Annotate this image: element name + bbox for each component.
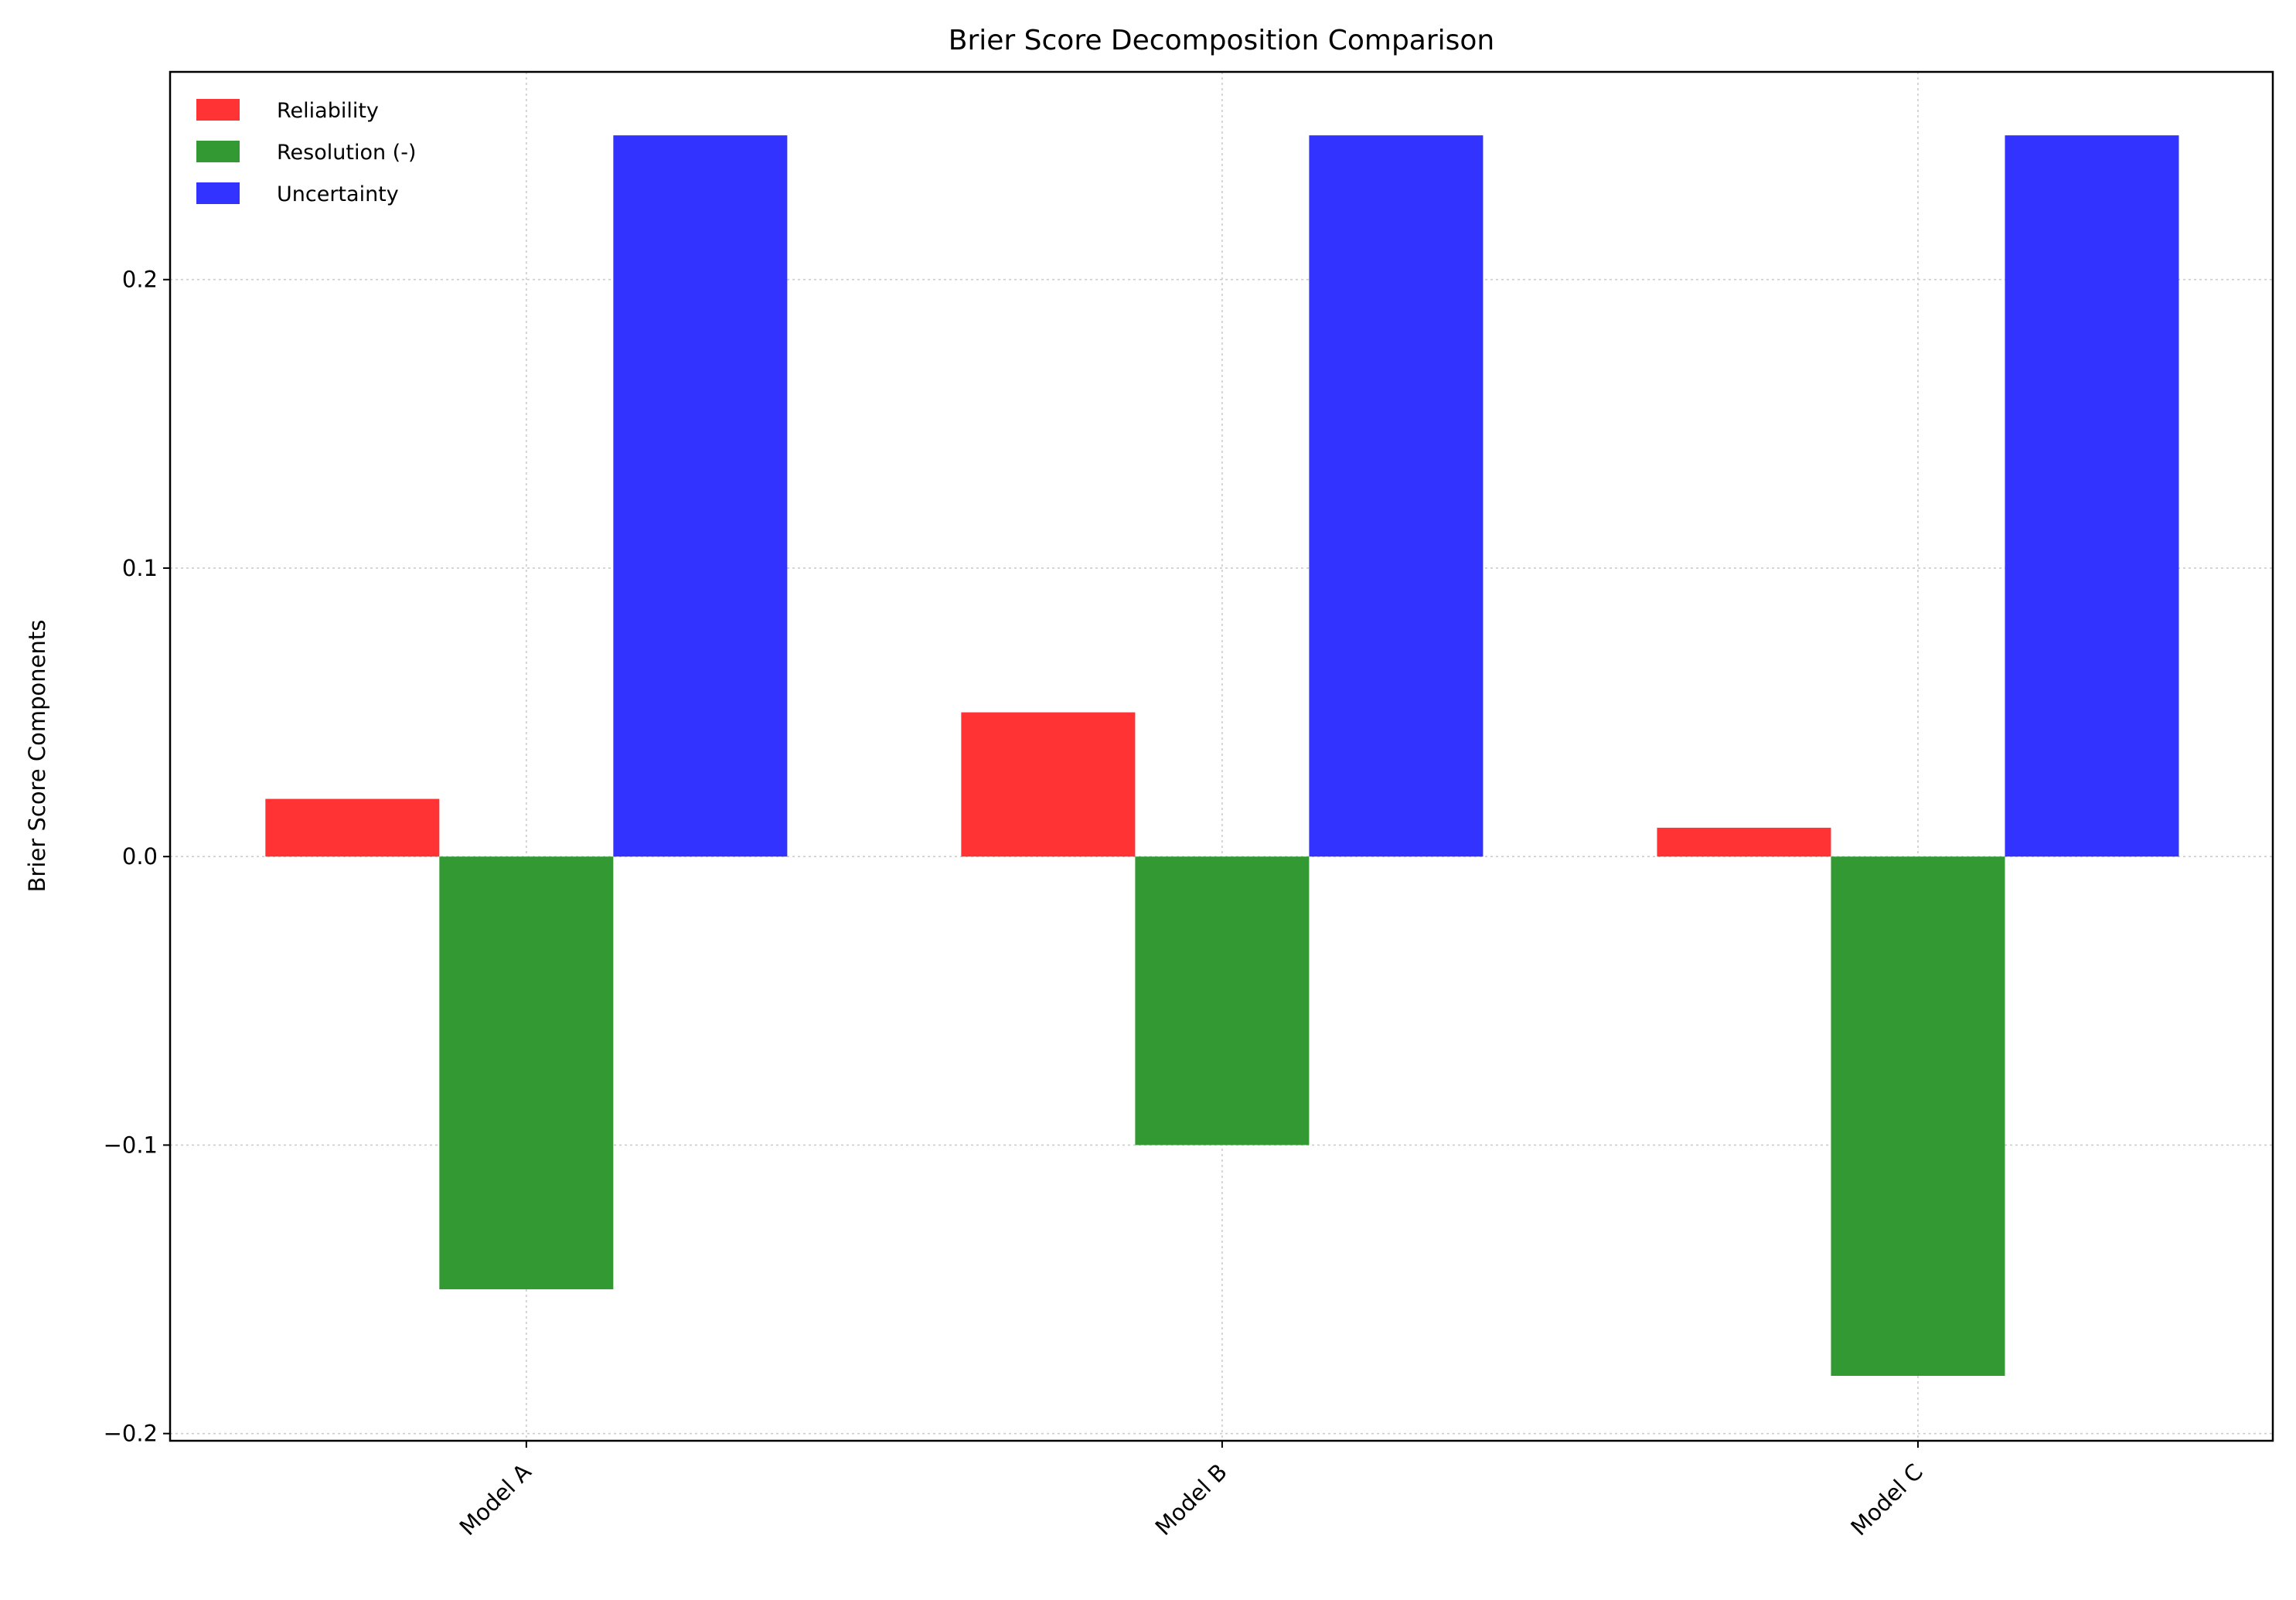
legend-label: Uncertainty xyxy=(277,182,399,206)
bar-uncertainty-model-a xyxy=(613,135,788,857)
bar-resolution-model-c xyxy=(1831,856,2005,1377)
legend: Reliability Resolution (-) Uncertainty xyxy=(196,99,416,206)
y-tick-label: −0.1 xyxy=(104,1132,158,1158)
y-tick-label: −0.2 xyxy=(104,1421,158,1447)
bar-resolution-model-a xyxy=(439,856,614,1290)
y-tick-label: 0.2 xyxy=(122,267,158,293)
bar-reliability-model-a xyxy=(265,798,440,857)
y-tick-label: 0.0 xyxy=(122,843,158,870)
chart-title: Brier Score Decomposition Comparison xyxy=(949,25,1495,56)
bar-uncertainty-model-b xyxy=(1309,135,1484,857)
bar-uncertainty-model-c xyxy=(2005,135,2179,857)
legend-swatch xyxy=(196,182,240,204)
y-axis-label: Brier Score Components xyxy=(24,620,50,893)
x-tick-label: Model C xyxy=(1845,1459,1927,1540)
legend-swatch xyxy=(196,141,240,162)
bar-reliability-model-c xyxy=(1657,827,1831,857)
bars xyxy=(265,135,2179,1377)
legend-label: Resolution (-) xyxy=(277,141,416,165)
x-tick-label: Model A xyxy=(455,1459,537,1540)
bar-reliability-model-b xyxy=(961,712,1136,857)
y-tick-label: 0.1 xyxy=(122,555,158,581)
x-tick-label: Model B xyxy=(1150,1459,1232,1540)
bar-resolution-model-b xyxy=(1135,856,1310,1146)
x-axis: Model A Model B Model C xyxy=(455,1441,1928,1540)
y-axis: −0.2 −0.1 0.0 0.1 0.2 xyxy=(104,267,170,1447)
legend-label: Reliability xyxy=(277,99,379,123)
legend-swatch xyxy=(196,99,240,121)
